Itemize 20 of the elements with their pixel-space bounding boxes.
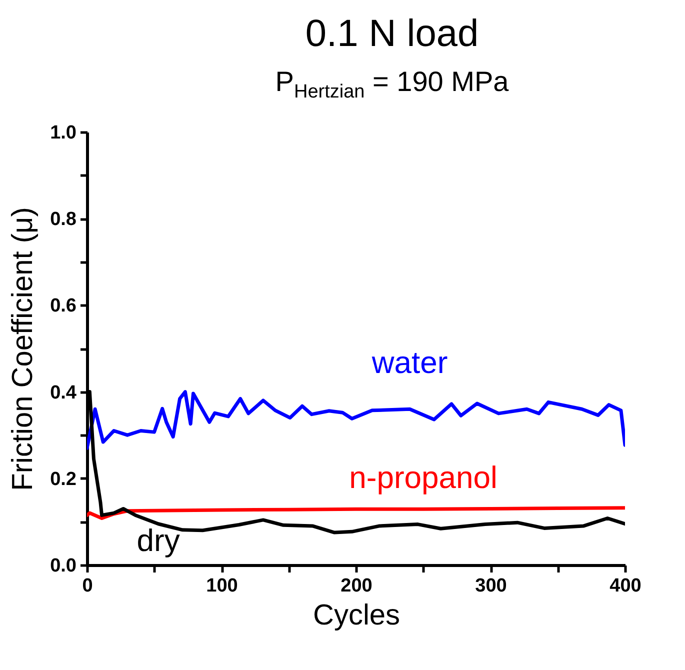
y-tick-label: 0.8 (50, 208, 76, 230)
x-tick-label: 300 (475, 575, 507, 596)
x-tick-label: 100 (206, 575, 238, 596)
y-tick-label: 0.2 (50, 468, 76, 490)
series-label: n-propanol (349, 460, 498, 495)
line-series (87, 506, 625, 520)
y-tick-label: 0.4 (50, 382, 77, 403)
y-tick-label: 0.0 (50, 555, 76, 576)
y-tick-label: 1.0 (50, 122, 76, 144)
x-tick-label: 200 (340, 575, 372, 596)
y-tick-label: 0.6 (50, 295, 76, 316)
chart-subtitle: P$_{Hertzian}$ = 190 MPa (274, 65, 510, 105)
x-tick-label: 0 (82, 575, 93, 596)
x-axis-title: Cycles (312, 599, 400, 632)
chart-title: 0.1 N load (304, 12, 480, 56)
series-label: water (370, 344, 448, 380)
series-label: dry (136, 522, 180, 558)
y-axis-title: Friction Coefficient (μ) (7, 206, 40, 490)
x-tick-label: 400 (610, 575, 642, 596)
line-series (87, 390, 625, 450)
